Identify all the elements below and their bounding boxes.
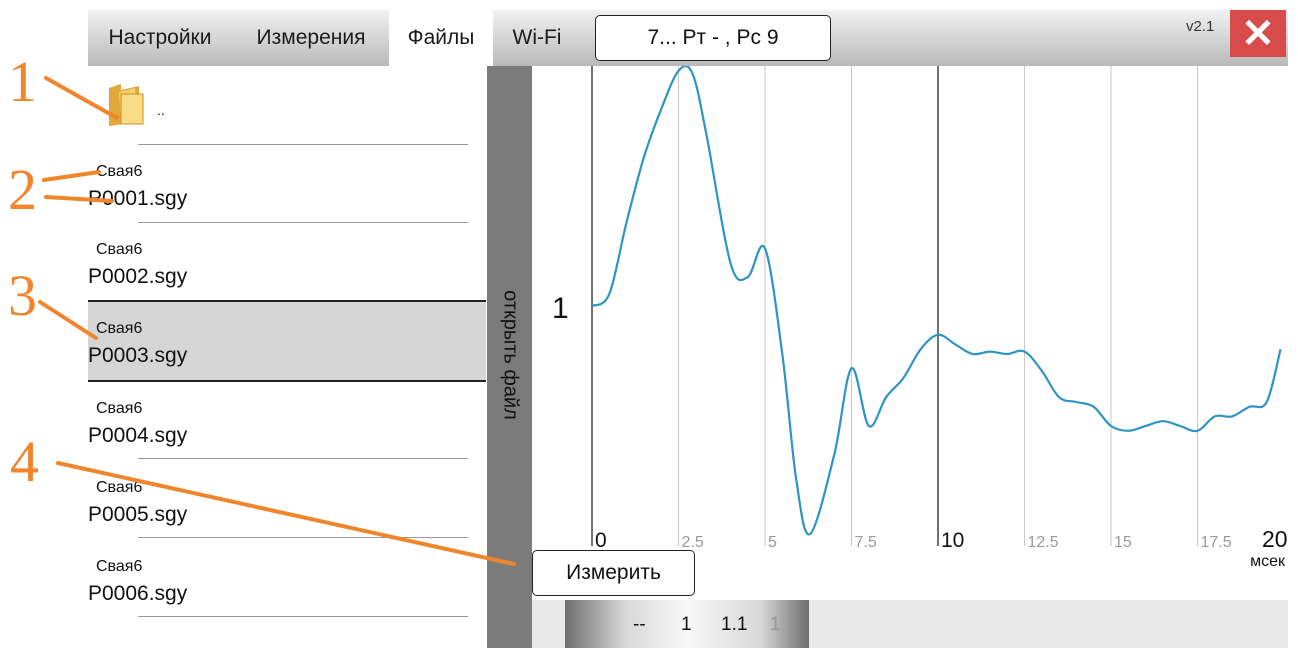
pile-name: Свая6	[96, 320, 143, 337]
divider	[138, 222, 468, 223]
folder-up-label: ..	[157, 102, 165, 118]
annotation-label-2: 2	[8, 157, 37, 222]
pile-name: Свая6	[96, 400, 143, 417]
x-tick-label: 15	[1114, 534, 1132, 551]
file-item-6[interactable]: Свая6 P0006.sgy	[88, 540, 486, 618]
tab-files[interactable]: Файлы	[389, 10, 493, 66]
open-file-label: открыть файл	[499, 290, 522, 420]
file-name: P0001.sgy	[88, 187, 188, 210]
file-item-3-selected[interactable]: Свая6 P0003.sgy	[88, 300, 486, 382]
file-name: P0003.sgy	[88, 344, 188, 367]
version-label: v2.1	[1186, 18, 1215, 35]
close-button[interactable]: ✕	[1230, 10, 1286, 57]
divider	[138, 458, 468, 459]
folder-up-row[interactable]: ..	[88, 66, 486, 144]
x-tick-label: 12.5	[1028, 534, 1059, 551]
channel-label: 1	[552, 292, 569, 325]
tab-measurements[interactable]: Измерения	[256, 26, 366, 49]
annotation-label-1: 1	[8, 49, 37, 114]
x-tick-label: 17.5	[1201, 534, 1232, 551]
annotation-label-4: 4	[10, 429, 39, 494]
scale-value-2[interactable]: 1	[681, 614, 692, 635]
x-tick-label: 10	[941, 529, 964, 552]
close-icon: ✕	[1241, 12, 1275, 56]
x-axis-unit-label: мсек	[1250, 553, 1286, 570]
pile-name: Свая6	[96, 163, 143, 180]
file-item-5[interactable]: Свая6 P0005.sgy	[88, 461, 486, 539]
file-name: P0002.sgy	[88, 265, 188, 288]
x-tick-label: 7.5	[855, 534, 877, 551]
scale-value-4[interactable]: 1	[770, 614, 781, 635]
pile-name: Свая6	[96, 558, 143, 575]
x-tick-label: 20	[1262, 526, 1288, 552]
tab-settings[interactable]: Настройки	[108, 26, 212, 49]
x-tick-label: 5	[768, 534, 777, 551]
pile-name: Свая6	[96, 241, 143, 258]
x-tick-label: 0	[595, 529, 607, 552]
divider	[138, 144, 468, 145]
file-name: P0006.sgy	[88, 582, 188, 605]
pile-name: Свая6	[96, 479, 143, 496]
file-name: P0005.sgy	[88, 503, 188, 526]
file-list: .. Свая6 P0001.sgy Свая6 P0002.sgy Свая6…	[88, 66, 486, 648]
tab-wifi[interactable]: Wi-Fi	[512, 26, 562, 49]
folder-icon	[109, 84, 144, 126]
pile-parameters-button[interactable]: 7... Рт - , Рс 9	[595, 15, 831, 61]
measure-button[interactable]: Измерить	[532, 550, 695, 596]
file-item-1[interactable]: Свая6 P0001.sgy	[88, 145, 486, 223]
annotation-label-3: 3	[8, 263, 37, 328]
file-item-2[interactable]: Свая6 P0002.sgy	[88, 223, 486, 301]
scale-value-3[interactable]: 1.1	[721, 614, 748, 635]
divider	[138, 537, 468, 538]
x-tick-label: 2.5	[682, 534, 704, 551]
file-item-4[interactable]: Свая6 P0004.sgy	[88, 382, 486, 460]
signal-line	[591, 66, 1282, 536]
divider	[138, 616, 468, 617]
scale-value-1[interactable]: --	[633, 614, 646, 635]
scale-selector[interactable]	[565, 600, 809, 648]
file-name: P0004.sgy	[88, 424, 188, 447]
